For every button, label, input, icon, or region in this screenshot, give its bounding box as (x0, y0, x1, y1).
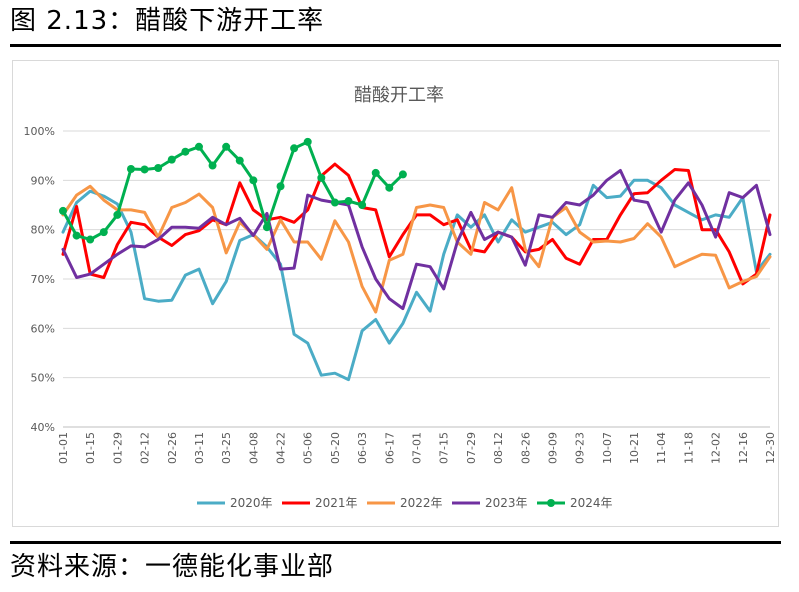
title-rule (10, 44, 781, 47)
data-point (330, 198, 339, 207)
series-line-2020 (61, 178, 772, 382)
data-point (317, 173, 326, 182)
y-tick-label: 40% (31, 421, 55, 434)
data-point (181, 147, 190, 156)
legend-label: 2021年 (315, 496, 358, 510)
chart-title: 醋酸开工率 (354, 85, 444, 106)
y-tick-label: 50% (31, 372, 55, 385)
data-point (154, 164, 163, 172)
x-tick-label: 06-17 (383, 432, 396, 464)
data-point (126, 164, 135, 173)
source-rule (10, 541, 781, 544)
y-tick-label: 80% (31, 224, 55, 237)
x-tick-label: 08-12 (492, 432, 505, 464)
data-point (72, 231, 81, 240)
data-point (208, 161, 217, 170)
data-point (290, 144, 299, 153)
figure-title: 图 2.13：醋酸下游开工率 (10, 6, 325, 36)
x-tick-label: 01-01 (57, 432, 70, 464)
series-2022 (61, 184, 772, 314)
x-tick-label: 12-30 (764, 432, 777, 464)
x-tick-label: 05-06 (302, 432, 315, 464)
legend-item-2024: 2024年 (537, 496, 613, 510)
data-point (194, 142, 203, 151)
x-tick-label: 05-20 (329, 432, 342, 464)
x-tick-label: 08-26 (519, 432, 532, 464)
x-tick-label: 09-09 (546, 432, 559, 464)
x-tick-label: 02-12 (139, 432, 152, 464)
series-lines (59, 137, 772, 382)
y-axis-tick-labels: 40% 50% 60% 70% 80% 90% 100% (24, 125, 55, 434)
legend-item-2020: 2020年 (197, 496, 273, 510)
series-line-2022 (61, 184, 772, 314)
x-tick-label: 07-29 (465, 432, 478, 464)
x-tick-label: 12-02 (710, 432, 723, 464)
x-tick-label: 09-23 (574, 432, 587, 464)
data-point (59, 206, 67, 215)
x-tick-label: 07-15 (438, 432, 451, 464)
x-tick-label: 02-26 (166, 432, 179, 464)
x-tick-label: 12-16 (737, 432, 750, 464)
series-2023 (61, 169, 772, 311)
y-tick-label: 70% (31, 273, 55, 286)
legend-marker (547, 499, 555, 507)
x-tick-label: 10-21 (628, 432, 641, 464)
line-chart: 40% 50% 60% 70% 80% 90% 100% 01-01 01-15 01-29 02… (24, 85, 777, 510)
x-axis-tick-labels: 01-01 01-15 01-29 02-12 02-26 03-11 03-25 04-08… (57, 432, 777, 464)
data-point (276, 182, 285, 191)
data-point (249, 176, 258, 185)
legend-label: 2024年 (570, 496, 613, 510)
legend-item-2022: 2022年 (367, 496, 443, 510)
y-tick-label: 100% (24, 125, 55, 138)
y-tick-label: 90% (31, 174, 55, 187)
data-point (303, 137, 312, 146)
data-point (398, 170, 407, 179)
data-point (222, 142, 231, 151)
legend-label: 2020年 (230, 496, 273, 510)
series-2020 (61, 178, 772, 382)
x-tick-label: 11-04 (655, 432, 668, 464)
legend: 2020年 2021年 2022年 2023年 2024年 (197, 496, 613, 510)
series-2024 (59, 137, 407, 244)
legend-label: 2023年 (485, 496, 528, 510)
x-tick-label: 04-08 (247, 432, 260, 464)
legend-label: 2022年 (400, 496, 443, 510)
x-tick-label: 11-18 (682, 432, 695, 464)
data-point (344, 197, 353, 206)
gridlines (63, 130, 770, 428)
x-tick-label: 03-11 (193, 432, 206, 464)
data-point (262, 223, 271, 232)
x-tick-label: 01-29 (111, 432, 124, 464)
x-tick-label: 04-22 (275, 432, 288, 464)
x-tick-label: 03-25 (220, 432, 233, 464)
data-point (235, 156, 244, 165)
data-point (371, 168, 380, 177)
x-tick-label: 01-15 (84, 432, 97, 464)
x-tick-label: 06-03 (356, 432, 369, 464)
chart-frame: 40% 50% 60% 70% 80% 90% 100% 01-01 01-15 01-29 02… (12, 60, 779, 527)
data-point (86, 235, 95, 244)
series-line-2021 (61, 162, 772, 286)
legend-item-2023: 2023年 (452, 496, 528, 510)
x-tick-label: 07-01 (411, 432, 424, 464)
series-2021 (61, 162, 772, 286)
data-point (113, 210, 122, 219)
series-line-2023 (61, 169, 772, 311)
data-point (167, 155, 176, 164)
x-tick-label: 10-07 (601, 432, 614, 464)
data-point (140, 165, 149, 174)
legend-item-2021: 2021年 (282, 496, 358, 510)
series-line-2024 (61, 140, 405, 241)
data-point (358, 201, 367, 209)
y-tick-label: 60% (31, 322, 55, 335)
data-point (99, 228, 108, 237)
data-point (385, 183, 394, 192)
source-note: 资料来源：一德能化事业部 (10, 552, 335, 582)
